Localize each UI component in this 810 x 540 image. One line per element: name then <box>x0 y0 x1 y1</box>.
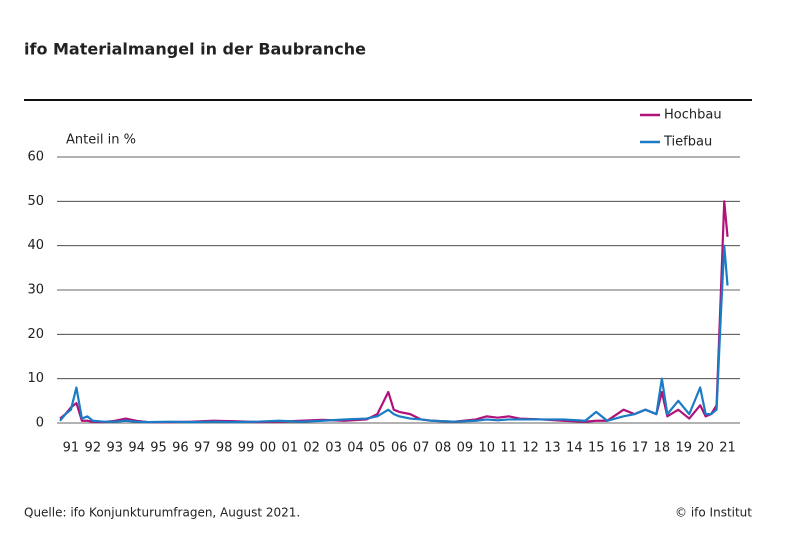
y-axis-label: Anteil in % <box>66 133 136 148</box>
x-tick-label: 92 <box>85 441 102 456</box>
x-tick-label: 91 <box>63 441 80 456</box>
x-tick-label: 14 <box>566 441 583 456</box>
x-tick-label: 93 <box>106 441 123 456</box>
y-tick-label: 40 <box>27 238 44 253</box>
x-tick-label: 04 <box>347 441 364 456</box>
x-tick-label: 18 <box>654 441 671 456</box>
credit: © ifo Institut <box>675 506 752 520</box>
x-tick-label: 19 <box>675 441 692 456</box>
x-tick-label: 99 <box>238 441 255 456</box>
x-tick-label: 02 <box>303 441 320 456</box>
data-line <box>59 200 729 424</box>
x-tick-label: 06 <box>391 441 408 456</box>
x-tick-label: 94 <box>128 441 145 456</box>
x-tick-label: 01 <box>282 441 299 456</box>
x-tick-label: 95 <box>150 441 167 456</box>
x-tick-label: 09 <box>457 441 474 456</box>
y-tick-label: 50 <box>27 194 44 209</box>
x-tick-label: 10 <box>479 441 496 456</box>
legend-label: Tiefbau <box>663 135 712 150</box>
x-tick-label: 15 <box>588 441 605 456</box>
y-tick-label: 0 <box>36 416 44 431</box>
x-tick-label: 97 <box>194 441 211 456</box>
x-tick-label: 17 <box>632 441 649 456</box>
x-tick-label: 07 <box>413 441 430 456</box>
x-tick-label: 16 <box>610 441 627 456</box>
legend-label: Hochbau <box>664 108 722 123</box>
x-tick-label: 96 <box>172 441 189 456</box>
x-tick-label: 12 <box>522 441 539 456</box>
x-tick-label: 00 <box>260 441 277 456</box>
y-tick-label: 20 <box>27 327 44 342</box>
data-line <box>59 244 729 424</box>
x-tick-label: 11 <box>500 441 517 456</box>
x-tick-label: 21 <box>719 441 736 456</box>
x-tick-label: 03 <box>325 441 342 456</box>
y-tick-label: 30 <box>27 283 44 298</box>
x-tick-label: 13 <box>544 441 561 456</box>
y-tick-label: 10 <box>27 371 44 386</box>
x-tick-label: 08 <box>435 441 452 456</box>
x-tick-label: 98 <box>216 441 233 456</box>
source-note: Quelle: ifo Konjunkturumfragen, August 2… <box>24 506 300 520</box>
y-tick-label: 60 <box>27 150 44 165</box>
x-tick-label: 20 <box>697 441 714 456</box>
x-tick-label: 05 <box>369 441 386 456</box>
chart-title: ifo Materialmangel in der Baubranche <box>24 40 366 59</box>
